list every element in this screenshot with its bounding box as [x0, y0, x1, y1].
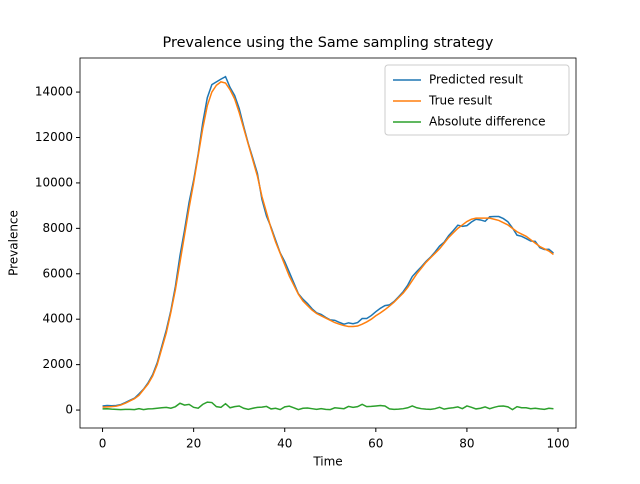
x-tick-label: 20 [186, 437, 201, 451]
y-tick-label: 8000 [42, 221, 73, 235]
y-tick-label: 0 [65, 403, 73, 417]
y-tick-label: 6000 [42, 266, 73, 280]
x-tick-label: 100 [547, 437, 570, 451]
x-tick-label: 60 [368, 437, 383, 451]
x-axis-label: Time [312, 455, 342, 469]
y-tick-label: 10000 [35, 175, 73, 189]
chart-title: Prevalence using the Same sampling strat… [163, 35, 494, 51]
x-tick-label: 0 [99, 437, 107, 451]
y-tick-label: 2000 [42, 357, 73, 371]
y-tick-label: 14000 [35, 85, 73, 99]
legend-label: Absolute difference [429, 115, 546, 129]
legend-box [384, 64, 570, 136]
y-tick-label: 12000 [35, 130, 73, 144]
x-tick-label: 40 [277, 437, 292, 451]
series-line [102, 81, 554, 408]
series-line [102, 401, 554, 411]
legend-label: True result [428, 94, 493, 108]
legend-label: Predicted result [429, 73, 523, 87]
plot-frame [79, 57, 577, 429]
y-axis-label: Prevalence [7, 210, 21, 276]
x-tick-label: 80 [459, 437, 474, 451]
y-tick-label: 4000 [42, 312, 73, 326]
